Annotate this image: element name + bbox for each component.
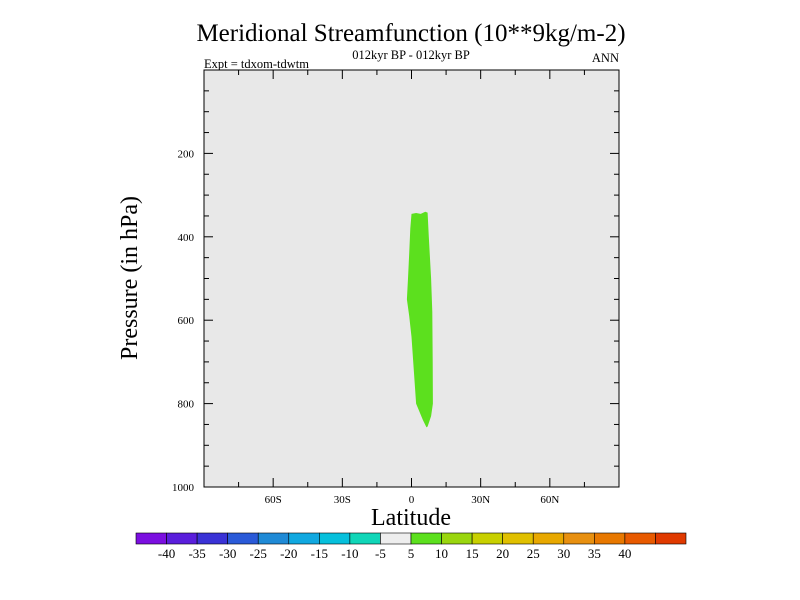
colorbar: -40 -35 -30 -25 -20 -15 -10 -5 5 10 15 20 25 30 35 40 — [135, 532, 687, 561]
colorbar-label: -25 — [250, 546, 267, 561]
plot-area: 60S 30S 0 30N 60N 200 400 600 800 1000 — [172, 69, 620, 506]
colorbar-swatch — [257, 532, 290, 545]
colorbar-swatch — [441, 532, 473, 545]
y-tick-label: 800 — [178, 399, 195, 411]
season-label: ANN — [592, 51, 619, 65]
colorbar-swatch — [563, 532, 595, 545]
colorbar-swatch — [502, 532, 534, 545]
x-tick-label: 0 — [409, 494, 415, 506]
colorbar-swatch — [288, 532, 320, 545]
colorbar-label: -15 — [311, 546, 328, 561]
y-tick-label: 400 — [178, 232, 195, 244]
colorbar-label: 35 — [588, 546, 601, 561]
chart-title: Meridional Streamfunction (10**9kg/m-2) — [196, 20, 625, 47]
colorbar-swatch — [655, 532, 687, 545]
colorbar-swatch — [166, 532, 198, 545]
colorbar-swatch — [594, 532, 626, 545]
colorbar-swatch — [135, 532, 167, 545]
filled-contour-region — [406, 211, 433, 428]
colorbar-label: 30 — [557, 546, 570, 561]
colorbar-swatch — [532, 532, 565, 545]
x-axis-label: Latitude — [371, 505, 451, 531]
x-axis-ticks: 60S 30S 0 30N 60N — [238, 70, 585, 506]
colorbar-label: 20 — [496, 546, 509, 561]
x-tick-label: 60S — [265, 494, 282, 506]
colorbar-swatch — [624, 532, 656, 545]
colorbar-label: 10 — [435, 546, 448, 561]
y-tick-label: 600 — [178, 315, 195, 327]
colorbar-label: 15 — [466, 546, 479, 561]
colorbar-label: 40 — [618, 546, 631, 561]
colorbar-swatch — [319, 532, 351, 545]
colorbar-swatch — [410, 532, 442, 545]
colorbar-label: 5 — [408, 546, 415, 561]
colorbar-label: -10 — [341, 546, 358, 561]
colorbar-label: -40 — [158, 546, 175, 561]
y-axis-label: Pressure (in hPa) — [117, 196, 143, 360]
colorbar-swatch — [380, 532, 412, 545]
chart-subtitle: 012kyr BP - 012kyr BP — [352, 48, 470, 62]
colorbar-label: -20 — [280, 546, 297, 561]
colorbar-label: -35 — [188, 546, 205, 561]
colorbar-swatch — [196, 532, 228, 545]
y-tick-label: 200 — [178, 148, 195, 160]
colorbar-swatch — [227, 532, 259, 545]
x-tick-label: 60N — [540, 494, 559, 506]
colorbar-swatch — [349, 532, 381, 545]
x-tick-label: 30S — [334, 494, 351, 506]
experiment-label: Expt = tdxom-tdwtm — [204, 57, 309, 71]
y-axis-ticks: 200 400 600 800 1000 — [172, 90, 619, 494]
colorbar-swatch — [471, 532, 503, 545]
y-tick-label: 1000 — [172, 482, 195, 494]
colorbar-label: -30 — [219, 546, 236, 561]
colorbar-label: -5 — [375, 546, 386, 561]
x-tick-label: 30N — [471, 494, 490, 506]
colorbar-label: 25 — [527, 546, 540, 561]
